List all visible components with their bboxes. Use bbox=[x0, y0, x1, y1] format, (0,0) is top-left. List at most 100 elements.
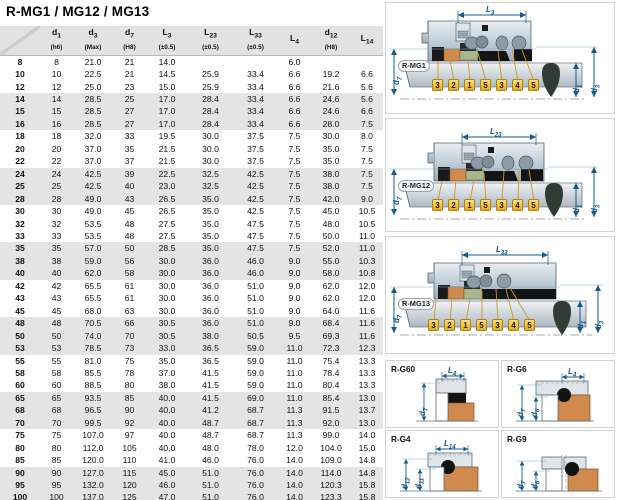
cell-L14: 12.3 bbox=[351, 342, 383, 355]
cell-d1: 43 bbox=[40, 292, 73, 305]
table-row: 100 100 137.0 125 47.0 51.0 76.0 14.0 123.3 15.8 bbox=[0, 491, 383, 500]
cell-d12: 80.4 bbox=[311, 379, 351, 392]
cell-L3: 28.5 bbox=[146, 242, 188, 255]
cell-d3: 25.0 bbox=[73, 80, 113, 93]
cell-L23: 25.9 bbox=[188, 68, 233, 81]
cell-d12: 64.0 bbox=[311, 304, 351, 318]
cell-L14: 7.5 bbox=[351, 180, 383, 193]
cell-L4: 6.6 bbox=[278, 105, 311, 118]
cell-d1: 32 bbox=[40, 217, 73, 230]
r-mg13-d3-label: d3 bbox=[594, 320, 606, 329]
cell-d3: 78.5 bbox=[73, 342, 113, 355]
cell-L33: 68.7 bbox=[233, 429, 278, 442]
cell-L33: 33.4 bbox=[233, 105, 278, 118]
cell-L23: 35.0 bbox=[188, 242, 233, 255]
cell-d3: 127.0 bbox=[73, 466, 113, 480]
cell-d12: 55.0 bbox=[311, 254, 351, 268]
callout-marker: 2 bbox=[444, 319, 455, 331]
cell-L14: 15.0 bbox=[351, 441, 383, 455]
r-mg12-length-label: L23 bbox=[490, 127, 502, 139]
cell-L3: 17.0 bbox=[146, 105, 188, 118]
cell-L33: 76.0 bbox=[233, 466, 278, 480]
cell-L33: 78.0 bbox=[233, 441, 278, 455]
cell-d12: 78.4 bbox=[311, 366, 351, 380]
cell-L14: 13.0 bbox=[351, 416, 383, 430]
table-row: 14 14 28.5 25 17.0 28.4 33.4 6.6 24.6 5.6 bbox=[0, 92, 383, 106]
cell-d12: 68.4 bbox=[311, 317, 351, 330]
cell-size: 35 bbox=[0, 242, 40, 255]
cell-size: 32 bbox=[0, 217, 40, 230]
callout-marker: 4 bbox=[512, 199, 523, 211]
cell-L3: 40.0 bbox=[146, 416, 188, 430]
spec-table-wrapper: d1 (h6) d3 (Max) d7 (H8) L3 (±0.5) L23 (±0.5) L33(… bbox=[0, 26, 383, 500]
table-row: 35 35 57.0 50 28.5 35.0 47.5 7.5 52.0 11.0 bbox=[0, 242, 383, 255]
cell-L14: 15.8 bbox=[351, 491, 383, 500]
cell-L33: 76.0 bbox=[233, 454, 278, 467]
cell-d7: 43 bbox=[113, 192, 146, 206]
cell-L33: 68.7 bbox=[233, 416, 278, 430]
cell-size: 60 bbox=[0, 379, 40, 392]
cell-d7: 110 bbox=[113, 454, 146, 467]
cell-d3: 88.5 bbox=[73, 379, 113, 392]
table-row: 68 68 96.5 90 40.0 41.2 68.7 11.3 91.5 13.7 bbox=[0, 404, 383, 417]
cell-size: 28 bbox=[0, 192, 40, 206]
cell-d7: 92 bbox=[113, 416, 146, 430]
cell-L4: 6.6 bbox=[278, 117, 311, 131]
cell-d3: 65.5 bbox=[73, 279, 113, 293]
cell-d12: 109.0 bbox=[311, 454, 351, 467]
cell-d3: 28.5 bbox=[73, 105, 113, 118]
table-row: 28 28 49.0 43 26.5 35.0 42.5 7.5 42.0 9.0 bbox=[0, 192, 383, 206]
cell-L33: 42.5 bbox=[233, 205, 278, 218]
cell-L3: 26.5 bbox=[146, 192, 188, 206]
cell-L14: 14.8 bbox=[351, 454, 383, 467]
cell-L3: 17.0 bbox=[146, 92, 188, 106]
callout-marker: 3 bbox=[496, 79, 507, 91]
r-mg12-d3-label: d3 bbox=[590, 204, 602, 213]
page-title: R-MG1 / MG12 / MG13 bbox=[6, 4, 150, 19]
callout-marker: 4 bbox=[508, 319, 519, 331]
cell-L3: 30.0 bbox=[146, 304, 188, 318]
cell-L14: 7.5 bbox=[351, 167, 383, 181]
cell-d12: 30.0 bbox=[311, 130, 351, 143]
cell-d7: 40 bbox=[113, 180, 146, 193]
cell-size: 16 bbox=[0, 117, 40, 131]
cell-size: 70 bbox=[0, 416, 40, 430]
cell-d7: 120 bbox=[113, 479, 146, 492]
cell-d1: 60 bbox=[40, 379, 73, 392]
cell-size: 80 bbox=[0, 441, 40, 455]
cell-L3: 38.0 bbox=[146, 379, 188, 392]
cell-d12: 75.4 bbox=[311, 354, 351, 367]
cell-d1: 75 bbox=[40, 429, 73, 442]
cell-L33: 37.5 bbox=[233, 155, 278, 168]
cell-L4: 6.6 bbox=[278, 68, 311, 81]
cell-L14: 7.5 bbox=[351, 117, 383, 131]
callout-marker: 4 bbox=[512, 79, 523, 91]
cell-L3: 26.5 bbox=[146, 205, 188, 218]
r-mg12-d7-label: d7 bbox=[392, 196, 404, 205]
cell-L4: 7.5 bbox=[278, 205, 311, 218]
cell-L23: 48.7 bbox=[188, 429, 233, 442]
spec-table-body: 8 8 21.0 21 14.0 6.0 10 10 22.5 21 14.5 25.9 33.4 6.6… bbox=[0, 55, 383, 500]
callout-marker: 1 bbox=[464, 199, 475, 211]
cell-size: 30 bbox=[0, 205, 40, 218]
cell-L3: 27.5 bbox=[146, 229, 188, 243]
cell-L14: 12.0 bbox=[351, 279, 383, 293]
cell-L14: 5.6 bbox=[351, 80, 383, 93]
cell-L23: 28.4 bbox=[188, 105, 233, 118]
cell-L3: 41.0 bbox=[146, 454, 188, 467]
table-row: 12 12 25.0 23 15.0 25.9 33.4 6.6 21.6 5.6 bbox=[0, 80, 383, 93]
column-header-L23: L23 (±0.5) bbox=[188, 26, 233, 56]
table-row: 70 70 99.5 92 40.0 48.7 68.7 11.3 92.0 13.0 bbox=[0, 416, 383, 430]
spec-table: d1 (h6) d3 (Max) d7 (H8) L3 (±0.5) L23 (±0.5) L33(… bbox=[0, 26, 383, 500]
r-mg1-name-tag: R-MG1 bbox=[398, 60, 430, 72]
r-mg1-length-label: L3 bbox=[486, 5, 495, 17]
cell-size: 55 bbox=[0, 354, 40, 367]
cell-d12: 104.0 bbox=[311, 441, 351, 455]
callout-marker: 3 bbox=[432, 79, 443, 91]
cell-d1: 16 bbox=[40, 117, 73, 131]
cell-L14: 13.3 bbox=[351, 379, 383, 392]
cell-d3: 22.5 bbox=[73, 68, 113, 81]
r-g4-label: R-G4 bbox=[391, 435, 411, 444]
r-mg1-drawing bbox=[390, 11, 598, 100]
